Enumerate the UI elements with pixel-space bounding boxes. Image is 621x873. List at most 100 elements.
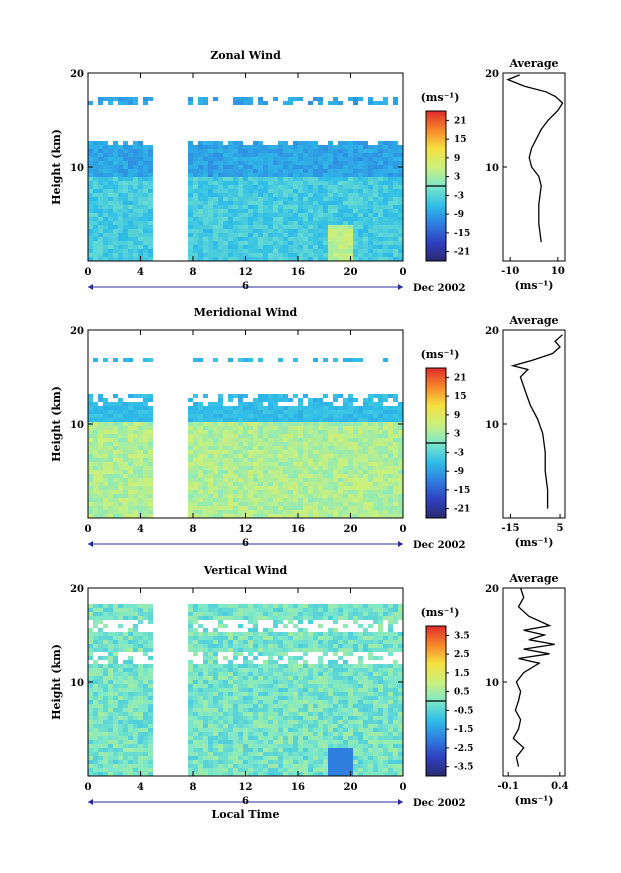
field-cell (248, 446, 253, 450)
field-cell (298, 632, 303, 636)
field-cell (278, 740, 283, 744)
field-cell (243, 446, 248, 450)
field-cell (338, 153, 343, 157)
field-cell (298, 466, 303, 470)
field-cell (188, 616, 193, 620)
field-cell (243, 608, 248, 612)
field-cell (93, 201, 98, 205)
field-cell (273, 237, 278, 241)
field-cell (278, 502, 283, 506)
field-cell (88, 628, 93, 632)
field-cell (278, 189, 283, 193)
field-cell (388, 466, 393, 470)
field-cell (383, 442, 388, 446)
field-cell (188, 197, 193, 201)
field-cell (258, 608, 263, 612)
field-cell (303, 394, 308, 398)
field-cell (118, 624, 123, 628)
field-cell (228, 173, 233, 177)
field-cell (368, 506, 373, 510)
field-cell (253, 165, 258, 169)
field-cell (188, 193, 193, 197)
field-cell (363, 426, 368, 430)
field-cell (188, 632, 193, 636)
field-cell (108, 506, 113, 510)
field-cell (213, 696, 218, 700)
field-cell (203, 684, 208, 688)
field-cell (348, 209, 353, 213)
field-cell (268, 241, 273, 245)
field-cell (98, 406, 103, 410)
field-cell (318, 177, 323, 181)
field-cell (373, 157, 378, 161)
field-cell (338, 514, 343, 518)
field-cell (233, 728, 238, 732)
field-cell (143, 229, 148, 233)
colorbar-unit: (ms⁻¹) (421, 348, 460, 361)
field-cell (243, 498, 248, 502)
field-cell (203, 514, 208, 518)
field-cell (273, 764, 278, 768)
field-cell (248, 716, 253, 720)
field-cell (118, 165, 123, 169)
field-cell (328, 145, 333, 149)
field-cell (363, 157, 368, 161)
field-cell (293, 169, 298, 173)
field-cell (138, 438, 143, 442)
field-cell (108, 716, 113, 720)
field-cell (148, 620, 153, 624)
field-cell (108, 692, 113, 696)
field-cell (373, 145, 378, 149)
field-cell (358, 438, 363, 442)
field-cell (93, 249, 98, 253)
field-cell (228, 454, 233, 458)
field-cell (88, 640, 93, 644)
field-cell (188, 438, 193, 442)
field-cell (268, 764, 273, 768)
field-cell (258, 696, 263, 700)
field-cell (113, 454, 118, 458)
field-cell (283, 201, 288, 205)
field-cell (263, 430, 268, 434)
field-cell (328, 402, 333, 406)
field-cell (313, 233, 318, 237)
field-cell (268, 716, 273, 720)
field-cell (233, 676, 238, 680)
field-cell (98, 736, 103, 740)
field-cell (338, 149, 343, 153)
field-cell (123, 728, 128, 732)
field-cell (148, 153, 153, 157)
field-cell (333, 406, 338, 410)
field-cell (193, 688, 198, 692)
field-cell (213, 636, 218, 640)
field-cell (278, 478, 283, 482)
field-cell (213, 772, 218, 776)
field-cell (263, 474, 268, 478)
field-cell (283, 490, 288, 494)
field-cell (308, 430, 313, 434)
field-cell (358, 466, 363, 470)
field-cell (203, 764, 208, 768)
field-cell (113, 688, 118, 692)
field-cell (253, 672, 258, 676)
field-cell (378, 462, 383, 466)
field-cell (188, 418, 193, 422)
field-cell (298, 257, 303, 261)
field-cell (333, 249, 338, 253)
field-cell (263, 684, 268, 688)
field-cell (263, 249, 268, 253)
field-cell (278, 510, 283, 514)
field-cell (208, 189, 213, 193)
field-cell (198, 454, 203, 458)
field-cell (133, 165, 138, 169)
field-cell (348, 478, 353, 482)
field-cell (148, 720, 153, 724)
field-cell (143, 442, 148, 446)
field-cell (293, 145, 298, 149)
field-cell (383, 406, 388, 410)
field-cell (338, 434, 343, 438)
field-cell (248, 422, 253, 426)
field-cell (278, 438, 283, 442)
field-cell (218, 418, 223, 422)
field-cell (193, 221, 198, 225)
